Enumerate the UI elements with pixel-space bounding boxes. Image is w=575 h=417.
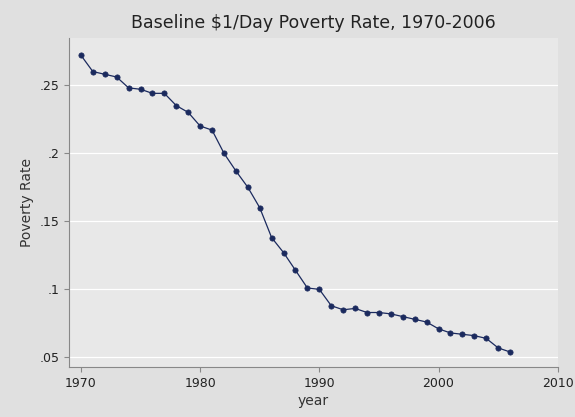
Title: Baseline $1/Day Poverty Rate, 1970-2006: Baseline $1/Day Poverty Rate, 1970-2006 [131, 14, 496, 32]
Y-axis label: Poverty Rate: Poverty Rate [20, 158, 34, 247]
X-axis label: year: year [298, 394, 329, 408]
